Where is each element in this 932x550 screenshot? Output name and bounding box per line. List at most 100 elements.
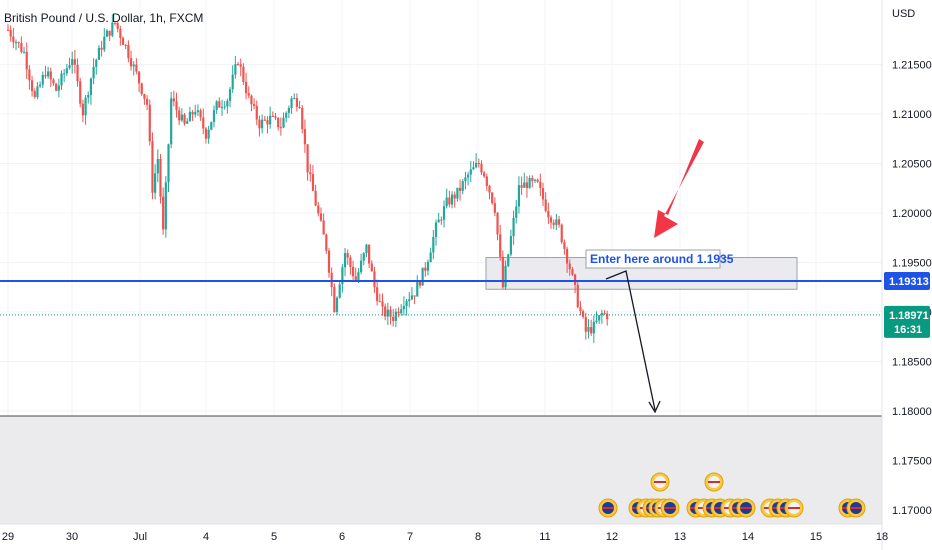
candle-body [311,174,315,191]
price-tick-label: 1.21500 [892,59,932,71]
candle-body [504,265,507,288]
candle-body [549,217,553,223]
candle-body [568,263,571,270]
countdown-text: 16:31 [894,324,922,336]
candle-body [301,107,304,130]
candle-body [306,144,309,173]
candle-body [239,64,242,67]
candle-body [322,220,325,235]
candle-body [79,81,82,104]
candle-body [477,162,480,164]
candle-body [36,86,39,98]
candle-body [14,42,18,44]
candle-body [413,295,416,297]
candle-body [600,313,603,316]
time-tick-label: 5 [271,531,277,543]
level-price-tag: 1.19313 [884,272,930,291]
candle-body [271,115,274,117]
candle-body [370,263,373,272]
candle-body [20,43,23,52]
candle-body [357,272,360,281]
time-tick-label: 18 [876,531,888,543]
candle-body [338,284,341,298]
candle-body [65,68,68,74]
candle-body [68,65,71,69]
candle-body [52,79,55,84]
candle-body [263,119,266,121]
candle-body [277,117,280,128]
candle-body [293,98,296,100]
candle-body [426,262,430,271]
candle-body [76,64,79,82]
candle-body [349,257,352,267]
candle-body [365,244,368,254]
candle-body [89,78,93,96]
candle-body [154,173,157,193]
candle-body [480,163,483,173]
candle-body [533,179,537,181]
candle-body [175,101,178,111]
candle-body [587,327,590,332]
price-tick-label: 1.17000 [892,505,932,517]
candle-body [170,98,173,145]
currency-label: USD [892,8,915,20]
candle-body [429,252,432,263]
candle-body [531,178,534,181]
candle-body [199,110,202,118]
candle-body [507,254,510,266]
candle-body [135,64,138,72]
candle-body [434,222,438,237]
candle-body [60,73,63,86]
candle-body [445,197,448,207]
candle-body [269,115,272,125]
candle-body [124,44,127,46]
time-tick-label: 29 [2,531,14,543]
candle-body [148,104,151,142]
annotation[interactable]: Enter here around 1.1935 [585,249,734,269]
candle-body [84,97,87,116]
last-price-tag-text: 1.18971 [889,310,929,322]
time-tick-label: Jul [133,531,147,543]
level-price-tag-bg [884,272,930,291]
candle-body [362,253,365,261]
candle-body [595,320,598,322]
annotation-text: Enter here around 1.1935 [590,252,734,266]
candle-body [598,315,601,321]
candle-body [579,307,582,312]
time-axis-ticks[interactable]: 29 30 Jul 4 5 6 7 8 11 12 13 14 15 18 [0,523,888,543]
candle-body [12,36,15,43]
candles [6,14,609,343]
price-tick-label: 1.18000 [892,406,932,418]
candle-body [108,30,111,36]
candle-body [178,110,181,121]
candle-body [325,234,328,251]
candle-body [582,311,585,317]
candle-body [250,95,253,105]
candle-body [44,75,47,77]
candle-body [172,98,175,102]
candle-body [119,28,122,38]
candle-body [121,37,125,45]
candle-body [360,260,363,273]
candle-body [397,311,400,314]
candle-body [132,64,135,67]
candle-body [523,182,526,188]
candle-body [475,162,478,168]
economic-events[interactable] [598,472,866,518]
candle-body [228,89,232,101]
candle-body [279,127,282,129]
candle-body [351,266,355,277]
candle-body [499,234,502,257]
candle-body [210,121,213,130]
candle-body [127,45,130,59]
candle-body [282,117,285,128]
candle-body [63,73,66,75]
candle-body [274,116,277,118]
candle-body [606,313,609,320]
time-tick-label: 14 [742,531,754,543]
candle-body [180,114,183,121]
candle-body [244,81,248,94]
candle-body [424,267,427,271]
chart-title: British Pound / U.S. Dollar, 1h, FXCM [4,11,203,25]
